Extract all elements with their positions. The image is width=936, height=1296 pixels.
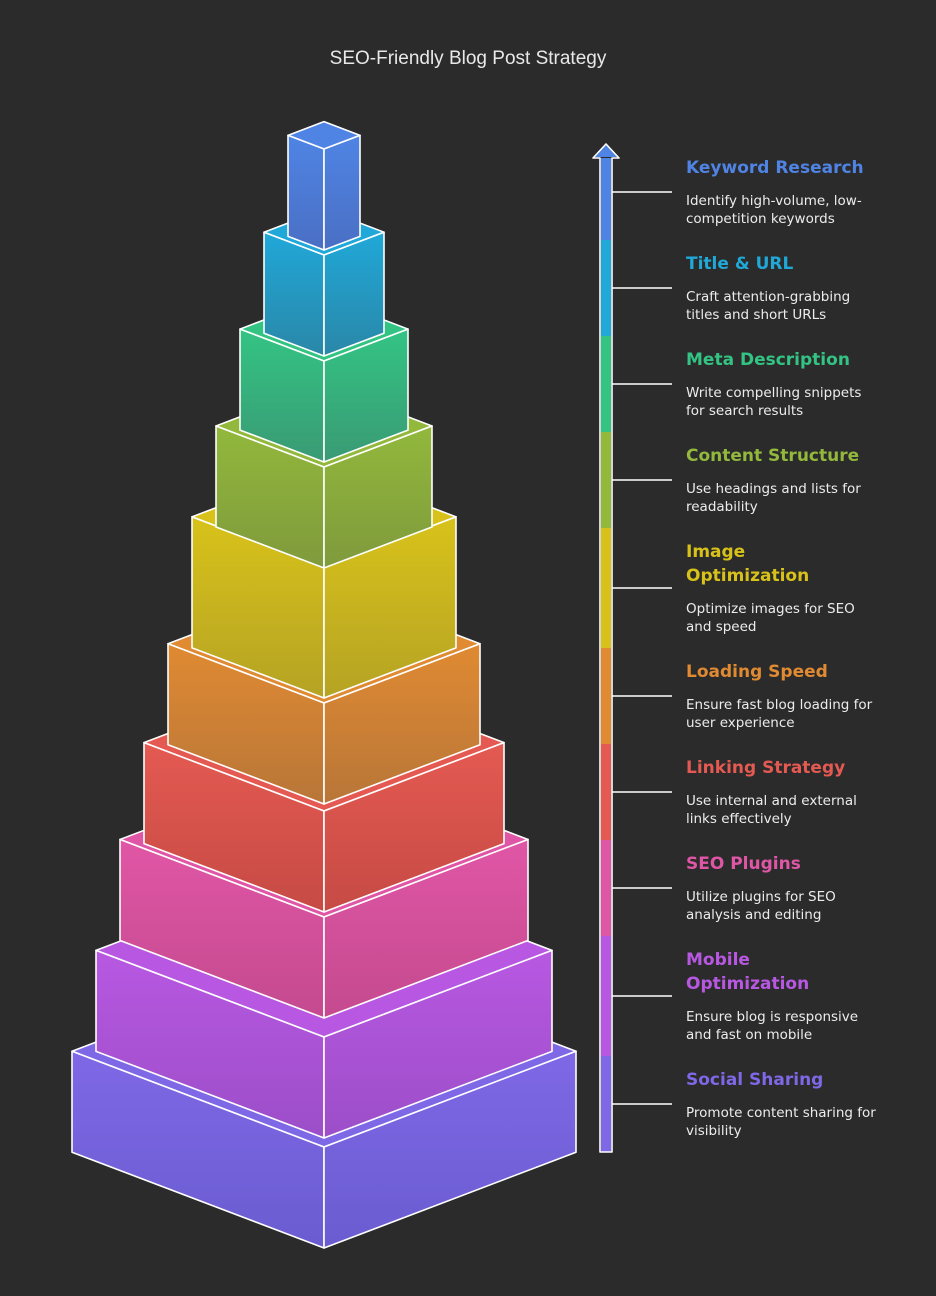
step-description: Optimize images for SEO and speed xyxy=(686,601,855,635)
axis-segment xyxy=(601,936,611,1056)
layer-right-face xyxy=(323,328,409,463)
axis-arrow-up-icon xyxy=(592,143,620,1153)
layer-right-face xyxy=(323,1050,577,1249)
layer-right-face xyxy=(323,741,505,913)
step-description: Ensure blog is responsive and fast on mo… xyxy=(686,1009,859,1043)
step-title: Social Sharing xyxy=(686,1070,824,1090)
step-description: Utilize plugins for SEO analysis and edi… xyxy=(686,889,836,923)
step-description: Write compelling snippets for search res… xyxy=(686,385,862,419)
diagram-title: SEO-Friendly Blog Post Strategy xyxy=(329,48,607,69)
pyramid-layer-1 xyxy=(287,120,361,251)
axis-segment xyxy=(601,336,611,432)
layer-left-face xyxy=(287,134,325,251)
axis-segment xyxy=(601,528,611,648)
step-title: Mobile Optimization xyxy=(686,950,810,994)
step-description: Promote content sharing for visibility xyxy=(686,1105,876,1139)
axis-segment xyxy=(601,840,611,936)
step-title: SEO Plugins xyxy=(686,854,801,874)
step-description: Use internal and external links effectiv… xyxy=(686,793,857,827)
pyramid-layers xyxy=(71,120,577,1249)
axis-segment xyxy=(601,648,611,744)
axis-segment xyxy=(601,432,611,528)
axis-segment xyxy=(601,744,611,840)
layer-right-face xyxy=(323,838,529,1019)
step-title: Title & URL xyxy=(686,254,794,274)
step-title: Keyword Research xyxy=(686,158,864,178)
layer-right-face xyxy=(323,642,481,805)
arrow-head xyxy=(594,145,618,157)
layer-left-face xyxy=(263,231,325,357)
step-title: Loading Speed xyxy=(686,662,828,682)
step-description: Craft attention-grabbing titles and shor… xyxy=(686,289,851,323)
step-description: Use headings and lists for readability xyxy=(686,481,861,515)
step-description: Identify high-volume, low-competition ke… xyxy=(686,193,862,227)
step-title: Content Structure xyxy=(686,446,860,466)
layer-right-face xyxy=(323,134,361,251)
step-title: Linking Strategy xyxy=(686,758,846,778)
progress-axis xyxy=(592,143,672,1153)
step-description: Ensure fast blog loading for user experi… xyxy=(686,697,873,731)
axis-segment xyxy=(601,240,611,336)
axis-segment xyxy=(601,158,611,240)
step-title: Image Optimization xyxy=(686,542,810,586)
axis-segment xyxy=(601,1056,611,1152)
step-title: Meta Description xyxy=(686,350,850,370)
layer-right-face xyxy=(323,949,553,1139)
layer-right-face xyxy=(323,231,385,357)
layer-right-face xyxy=(323,425,433,569)
